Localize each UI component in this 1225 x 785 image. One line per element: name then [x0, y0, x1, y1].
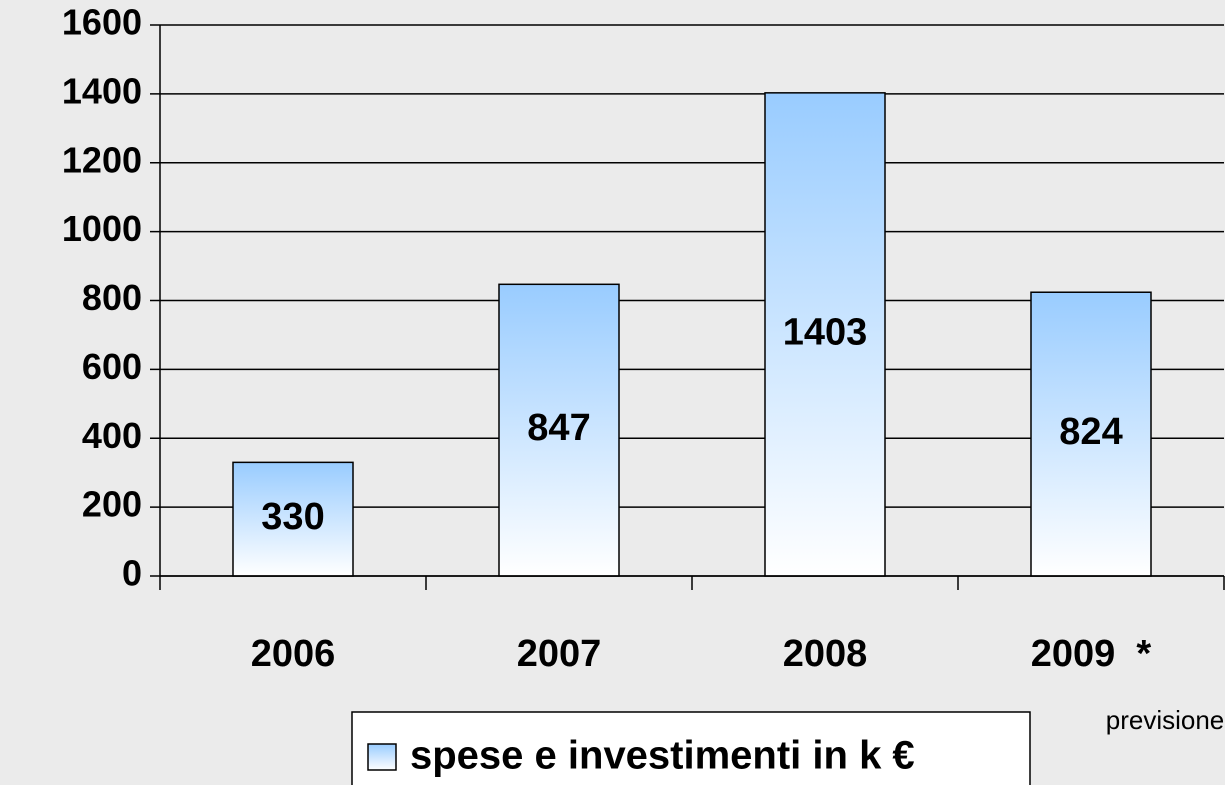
x-tick-label: 2009 *: [1031, 633, 1152, 675]
y-tick-label: 0: [122, 553, 142, 594]
y-tick-label: 200: [82, 484, 142, 525]
value-label: 1403: [783, 311, 868, 353]
legend-label: spese e investimenti in k €: [410, 734, 915, 778]
y-tick-label: 600: [82, 346, 142, 387]
chart: previsione 0 200 400 600 800 1000 1200 1400 1600…: [0, 0, 1225, 785]
x-tick-label: 2008: [783, 633, 868, 675]
y-tick-label: 400: [82, 415, 142, 456]
page: previsione 0 200 400 600 800 1000 1200 1400 1600…: [0, 0, 1225, 785]
x-tick-label: 2006: [251, 633, 336, 675]
x-tick-label: 2007: [517, 633, 602, 675]
y-tick-label: 1400: [62, 70, 142, 111]
annotation: previsione: [1106, 705, 1225, 735]
y-tick-label: 1200: [62, 139, 142, 180]
value-label: 847: [527, 407, 590, 449]
value-label: 330: [261, 496, 324, 538]
y-tick-label: 1600: [62, 2, 142, 43]
legend-swatch: [368, 744, 396, 770]
value-label: 824: [1059, 411, 1122, 453]
y-tick-label: 1000: [62, 208, 142, 249]
y-tick-label: 800: [82, 277, 142, 318]
